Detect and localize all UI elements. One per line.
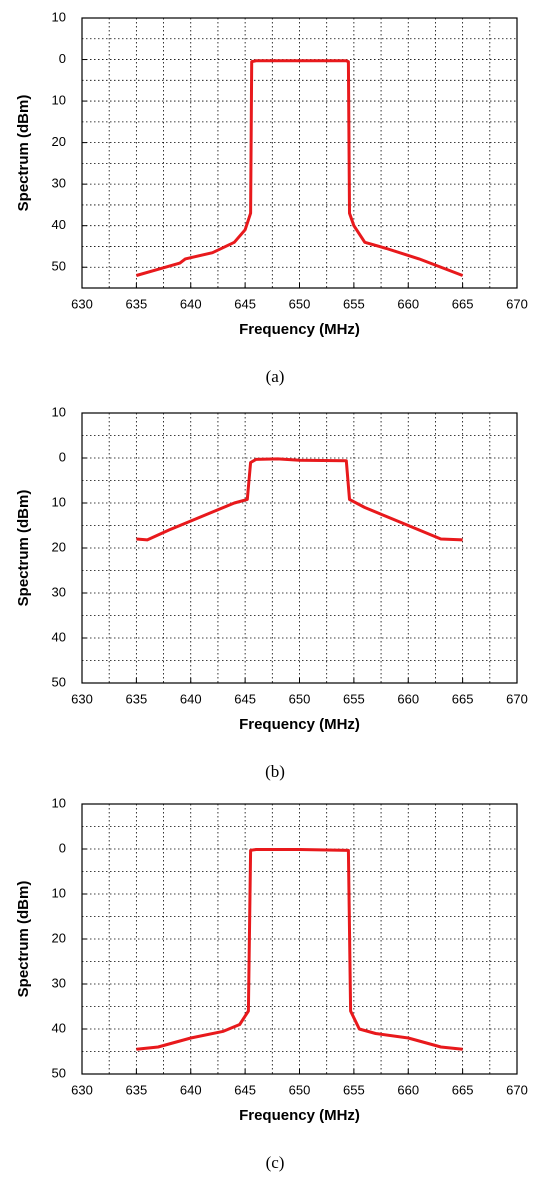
x-tick-label: 640 <box>180 1082 202 1097</box>
x-tick-label: 655 <box>343 1082 365 1097</box>
x-tick-label: 630 <box>71 691 93 706</box>
y-tick-label: 10 <box>52 795 66 810</box>
y-tick-label: 10 <box>52 494 66 509</box>
plot-frame <box>81 412 518 684</box>
y-tick-label: 50 <box>52 1065 66 1080</box>
x-tick-label: 655 <box>343 691 365 706</box>
y-tick-label: 30 <box>52 584 66 599</box>
x-tick-label: 635 <box>126 691 148 706</box>
x-tick-label: 650 <box>289 691 311 706</box>
y-tick-label: 10 <box>52 885 66 900</box>
y-axis-label: Spectrum (dBm) <box>15 490 32 607</box>
y-tick-label: 40 <box>52 1020 66 1035</box>
y-axis-label: Spectrum (dBm) <box>15 881 32 998</box>
x-tick-label: 645 <box>234 691 256 706</box>
caption: (b) <box>265 762 285 781</box>
x-axis-label: Frequency (MHz) <box>239 716 360 733</box>
y-tick-label: 10 <box>52 404 66 419</box>
y-tick-label: 50 <box>52 259 66 274</box>
spectrum-line <box>135 59 464 277</box>
x-tick-label: 640 <box>180 691 202 706</box>
y-tick-label: 0 <box>59 449 66 464</box>
x-tick-label: 665 <box>452 296 474 311</box>
x-tick-label: 650 <box>289 296 311 311</box>
caption: (a) <box>266 367 285 386</box>
spectrum-line <box>136 457 463 542</box>
x-tick-label: 645 <box>234 296 256 311</box>
x-tick-label: 645 <box>234 1082 256 1097</box>
x-tick-label: 665 <box>452 1082 474 1097</box>
x-tick-label: 655 <box>343 296 365 311</box>
y-tick-label: 0 <box>59 840 66 855</box>
y-tick-label: 20 <box>52 134 66 149</box>
y-tick-label: 30 <box>52 176 66 191</box>
x-tick-label: 630 <box>71 296 93 311</box>
plot-frame <box>81 803 518 1075</box>
x-tick-label: 665 <box>452 691 474 706</box>
y-tick-label: 30 <box>52 975 66 990</box>
x-tick-label: 670 <box>506 691 528 706</box>
y-tick-label: 40 <box>52 629 66 644</box>
y-tick-label: 10 <box>52 93 66 108</box>
x-tick-label: 650 <box>289 1082 311 1097</box>
y-tick-label: 20 <box>52 930 66 945</box>
y-tick-label: 10 <box>52 9 66 24</box>
x-tick-label: 640 <box>180 296 202 311</box>
x-tick-label: 670 <box>506 1082 528 1097</box>
x-axis-label: Frequency (MHz) <box>239 321 360 338</box>
x-tick-label: 630 <box>71 1082 93 1097</box>
y-tick-label: 0 <box>59 51 66 66</box>
x-tick-label: 660 <box>397 296 419 311</box>
spectrum-line <box>136 848 463 1051</box>
x-tick-label: 660 <box>397 1082 419 1097</box>
x-tick-label: 670 <box>506 296 528 311</box>
plot-frame <box>81 17 518 289</box>
y-tick-label: 50 <box>52 674 66 689</box>
x-tick-label: 635 <box>126 1082 148 1097</box>
y-axis-label: Spectrum (dBm) <box>15 95 32 212</box>
y-tick-label: 40 <box>52 217 66 232</box>
x-tick-label: 660 <box>397 691 419 706</box>
caption: (c) <box>266 1153 285 1172</box>
x-axis-label: Frequency (MHz) <box>239 1107 360 1124</box>
x-tick-label: 635 <box>126 296 148 311</box>
y-tick-label: 20 <box>52 539 66 554</box>
